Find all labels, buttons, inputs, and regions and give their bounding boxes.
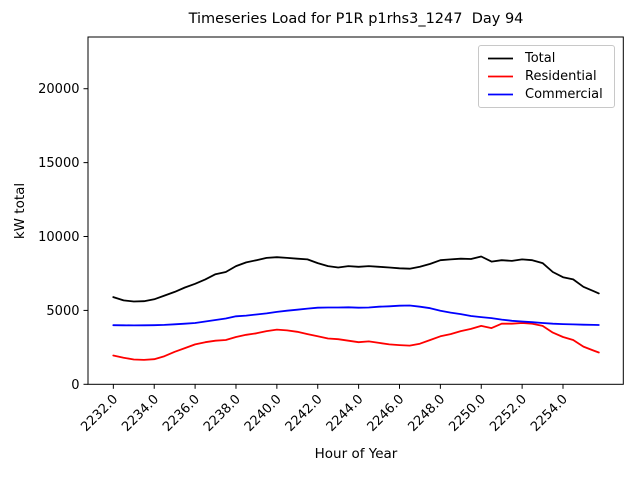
series-line-residential bbox=[112, 322, 600, 361]
x-tick-label: 2252.0 bbox=[487, 392, 530, 435]
axes-frame bbox=[87, 36, 624, 385]
x-axis-label: Hour of Year bbox=[314, 446, 398, 462]
legend-line-sample-total bbox=[488, 57, 513, 60]
legend-line-sample-commercial bbox=[488, 93, 513, 96]
legend: Total Residential Commercial bbox=[478, 45, 615, 108]
chart-title: Timeseries Load for P1R p1rhs3_1247 Day … bbox=[188, 11, 524, 27]
y-tick-label: 15000 bbox=[38, 156, 79, 171]
x-tick-label: 2240.0 bbox=[242, 392, 285, 435]
legend-line-sample-residential bbox=[488, 75, 513, 78]
legend-label-commercial: Commercial bbox=[525, 87, 603, 103]
x-tick-label: 2246.0 bbox=[365, 392, 408, 435]
x-tick-label: 2254.0 bbox=[528, 392, 571, 435]
legend-item-commercial: Commercial bbox=[487, 87, 606, 102]
legend-item-total: Total bbox=[487, 51, 606, 66]
x-tick-label: 2232.0 bbox=[78, 392, 121, 435]
legend-item-residential: Residential bbox=[487, 69, 606, 84]
x-tick-label: 2238.0 bbox=[201, 392, 244, 435]
x-tick-label: 2244.0 bbox=[324, 392, 367, 435]
legend-label-total: Total bbox=[525, 50, 556, 66]
x-tick-label: 2234.0 bbox=[119, 392, 162, 435]
y-tick-label: 5000 bbox=[46, 304, 79, 319]
y-tick-label: 20000 bbox=[38, 82, 79, 97]
y-tick-label: 10000 bbox=[38, 230, 79, 245]
x-tick-label: 2248.0 bbox=[405, 392, 448, 435]
x-tick-label: 2236.0 bbox=[160, 392, 203, 435]
y-tick-label: 0 bbox=[71, 378, 79, 393]
x-tick-label: 2242.0 bbox=[283, 392, 326, 435]
series-line-commercial bbox=[112, 304, 600, 327]
series-line-total bbox=[112, 255, 600, 303]
legend-label-residential: Residential bbox=[525, 68, 597, 84]
x-tick-label: 2250.0 bbox=[446, 392, 489, 435]
